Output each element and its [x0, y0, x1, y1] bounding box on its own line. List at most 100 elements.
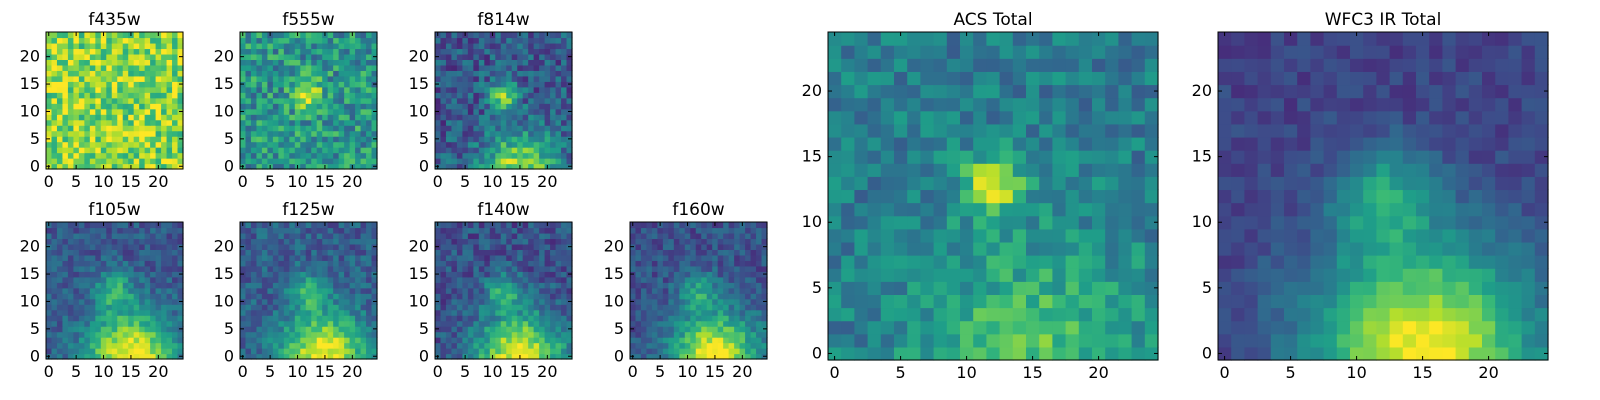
heatmap-cell	[1131, 202, 1146, 217]
heatmap-cell	[256, 342, 263, 349]
heatmap-cell	[445, 326, 453, 333]
heatmap-cell	[651, 337, 658, 344]
heatmap-cell	[657, 287, 664, 294]
heatmap-cell	[1131, 268, 1146, 282]
heatmap-cell	[133, 97, 140, 104]
heatmap-cell	[544, 304, 551, 311]
chart-title: f160w	[672, 200, 724, 220]
heatmap-cell	[106, 293, 113, 300]
heatmap-cell	[360, 130, 367, 137]
heatmap-cell	[756, 265, 763, 272]
heatmap-cell	[756, 353, 763, 360]
heatmap-cell	[662, 249, 669, 256]
heatmap-cell	[166, 130, 173, 137]
heatmap-cell	[155, 265, 162, 272]
heatmap-cell	[528, 222, 535, 229]
heatmap-cell	[489, 315, 496, 322]
heatmap-cell	[289, 97, 296, 104]
heatmap-cell	[500, 238, 507, 245]
heatmap-cell	[550, 130, 557, 137]
heatmap-cell	[445, 353, 453, 360]
heatmap-cell	[867, 320, 882, 335]
heatmap-cell	[756, 232, 763, 240]
heatmap-cell	[155, 238, 162, 245]
heatmap-cell	[111, 238, 118, 245]
heatmap-cell	[484, 37, 491, 44]
heatmap-cell	[462, 304, 469, 311]
heatmap-cell	[327, 298, 334, 305]
heatmap-cell	[128, 254, 135, 261]
heatmap-cell	[305, 147, 312, 154]
heatmap-cell	[728, 353, 735, 360]
heatmap-cell	[550, 326, 557, 333]
heatmap-cell	[78, 342, 85, 349]
heatmap-cell	[122, 293, 129, 300]
heatmap-cell	[651, 238, 658, 245]
heatmap-cell	[84, 130, 91, 137]
heatmap-cell	[84, 103, 91, 110]
heatmap-cell	[495, 353, 502, 360]
heatmap-cell	[1105, 189, 1119, 204]
heatmap-cell	[166, 315, 173, 322]
heatmap-cell	[511, 59, 518, 66]
heatmap-cell	[673, 353, 680, 360]
heatmap-cell	[161, 293, 168, 300]
heatmap-cell	[46, 130, 53, 137]
heatmap-cell	[166, 92, 173, 99]
heatmap-cell	[305, 37, 312, 44]
heatmap-cell	[495, 136, 502, 143]
heatmap-cell	[1065, 294, 1080, 309]
heatmap-cell	[305, 232, 312, 240]
heatmap-cell	[272, 243, 279, 250]
heatmap-cell	[155, 315, 162, 322]
heatmap-cell	[640, 293, 648, 300]
heatmap-cell	[294, 75, 301, 82]
heatmap-cell	[880, 294, 895, 309]
heatmap-cell	[695, 249, 702, 256]
heatmap-cell	[679, 232, 686, 240]
heatmap-cell	[62, 298, 69, 305]
heatmap-cell	[511, 103, 518, 110]
heatmap-cell	[462, 298, 469, 305]
heatmap-cell	[566, 86, 573, 93]
heatmap-cell	[478, 298, 485, 305]
x-tick-label: 0	[238, 172, 248, 191]
heatmap-cell	[635, 238, 642, 245]
heatmap-cell	[51, 70, 58, 77]
heatmap-cell	[161, 75, 168, 82]
heatmap-cell	[1052, 255, 1067, 269]
heatmap-cell	[360, 70, 367, 77]
heatmap-cell	[684, 309, 691, 316]
heatmap-cell	[539, 163, 546, 170]
heatmap-cell	[451, 304, 458, 311]
heatmap-cell	[349, 53, 356, 60]
heatmap-cell	[133, 353, 140, 360]
heatmap-cell	[500, 227, 507, 234]
heatmap-cell	[73, 337, 80, 344]
heatmap-cell	[1039, 346, 1053, 361]
heatmap-cell	[561, 114, 568, 121]
heatmap-cell	[327, 32, 334, 39]
heatmap-cell	[272, 163, 279, 170]
heatmap-cell	[267, 337, 274, 344]
heatmap-cell	[550, 293, 557, 300]
heatmap-cell	[344, 222, 351, 229]
heatmap-cell	[728, 287, 735, 294]
heatmap-cell	[261, 249, 268, 256]
heatmap-cell	[272, 348, 279, 355]
heatmap-cell	[166, 249, 173, 256]
heatmap-cell	[245, 86, 252, 93]
heatmap-cell	[261, 309, 268, 316]
heatmap-cell	[333, 75, 340, 82]
heatmap-cell	[250, 114, 258, 121]
heatmap-cell	[117, 282, 124, 289]
heatmap-cell	[117, 353, 124, 360]
heatmap-cell	[95, 108, 102, 115]
heatmap-cell	[462, 337, 469, 344]
heatmap-cell	[150, 249, 157, 256]
heatmap-cell	[539, 249, 546, 256]
heatmap-cell	[478, 119, 485, 126]
heatmap-cell	[528, 48, 535, 55]
heatmap-cell	[473, 130, 480, 137]
heatmap-cell	[322, 348, 329, 355]
